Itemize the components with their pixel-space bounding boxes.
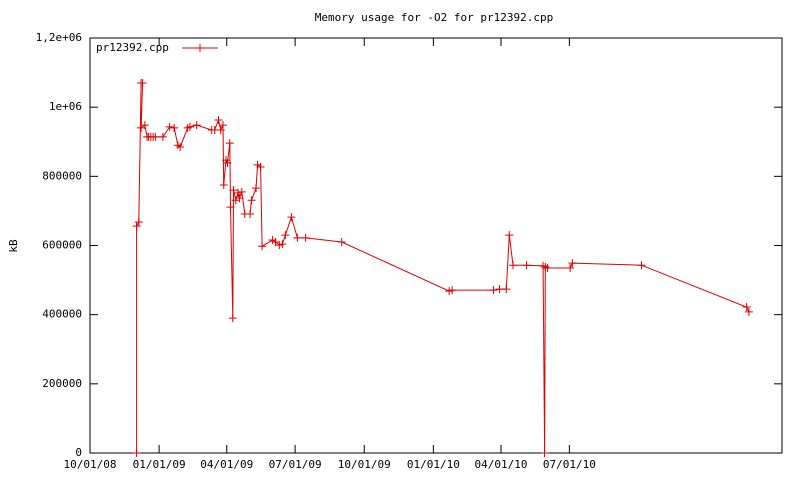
point bbox=[226, 203, 235, 212]
point bbox=[543, 263, 552, 272]
x-tick-label: 07/01/10 bbox=[543, 458, 596, 471]
point bbox=[505, 231, 514, 240]
y-tick-label: 0 bbox=[75, 446, 82, 459]
point bbox=[225, 139, 234, 148]
x-tick-label: 10/01/09 bbox=[338, 458, 391, 471]
point bbox=[216, 125, 225, 134]
point bbox=[637, 261, 646, 270]
y-axis-label: kB bbox=[7, 239, 20, 253]
point bbox=[134, 217, 143, 226]
y-tick-label: 200000 bbox=[42, 377, 82, 390]
point bbox=[566, 263, 575, 272]
point bbox=[223, 158, 232, 167]
point bbox=[539, 261, 548, 270]
legend-label: pr12392.cpp bbox=[96, 41, 169, 54]
point bbox=[448, 286, 457, 295]
point bbox=[256, 162, 265, 171]
chart-title: Memory usage for -O2 for pr12392.cpp bbox=[315, 11, 553, 24]
point bbox=[522, 261, 531, 270]
y-tick-label: 1e+06 bbox=[49, 100, 82, 113]
point bbox=[151, 132, 160, 141]
series-line bbox=[136, 82, 750, 454]
point bbox=[742, 303, 751, 312]
point bbox=[246, 210, 255, 219]
legend-swatch bbox=[182, 44, 218, 52]
point bbox=[219, 180, 228, 189]
point bbox=[502, 285, 511, 294]
point bbox=[287, 213, 296, 222]
point bbox=[138, 78, 147, 87]
point bbox=[235, 194, 244, 203]
point bbox=[293, 233, 302, 242]
point bbox=[252, 184, 261, 193]
point bbox=[237, 187, 246, 196]
point bbox=[337, 238, 346, 247]
x-tick-label: 04/01/09 bbox=[200, 458, 253, 471]
x-tick-label: 01/01/09 bbox=[133, 458, 186, 471]
point bbox=[214, 115, 223, 124]
x-tick-label: 10/01/08 bbox=[64, 458, 117, 471]
point bbox=[173, 141, 182, 150]
point bbox=[247, 196, 256, 205]
point bbox=[509, 261, 518, 270]
point bbox=[541, 262, 550, 271]
x-tick-label: 01/01/10 bbox=[407, 458, 460, 471]
point bbox=[744, 307, 753, 316]
x-tick-label: 07/01/09 bbox=[269, 458, 322, 471]
point bbox=[258, 242, 267, 251]
y-tick-label: 600000 bbox=[42, 239, 82, 252]
point bbox=[158, 132, 167, 141]
point bbox=[568, 259, 577, 268]
y-tick-label: 800000 bbox=[42, 169, 82, 182]
point bbox=[218, 121, 227, 130]
point bbox=[140, 121, 149, 130]
point bbox=[165, 122, 174, 131]
point bbox=[301, 233, 310, 242]
point bbox=[132, 449, 141, 457]
point bbox=[132, 222, 141, 231]
point bbox=[176, 142, 185, 151]
point bbox=[281, 231, 290, 240]
x-tick-label: 04/01/10 bbox=[475, 458, 528, 471]
point bbox=[231, 196, 240, 205]
point bbox=[234, 188, 243, 197]
point bbox=[228, 314, 237, 323]
point bbox=[278, 240, 287, 249]
y-tick-label: 1,2e+06 bbox=[36, 31, 82, 44]
point bbox=[183, 123, 192, 132]
point bbox=[489, 286, 498, 295]
point bbox=[170, 123, 179, 132]
plot-border bbox=[89, 37, 783, 454]
point bbox=[192, 121, 201, 130]
point bbox=[495, 285, 504, 294]
point bbox=[185, 122, 194, 131]
y-tick-label: 400000 bbox=[42, 308, 82, 321]
point bbox=[229, 186, 238, 195]
point bbox=[540, 449, 549, 457]
